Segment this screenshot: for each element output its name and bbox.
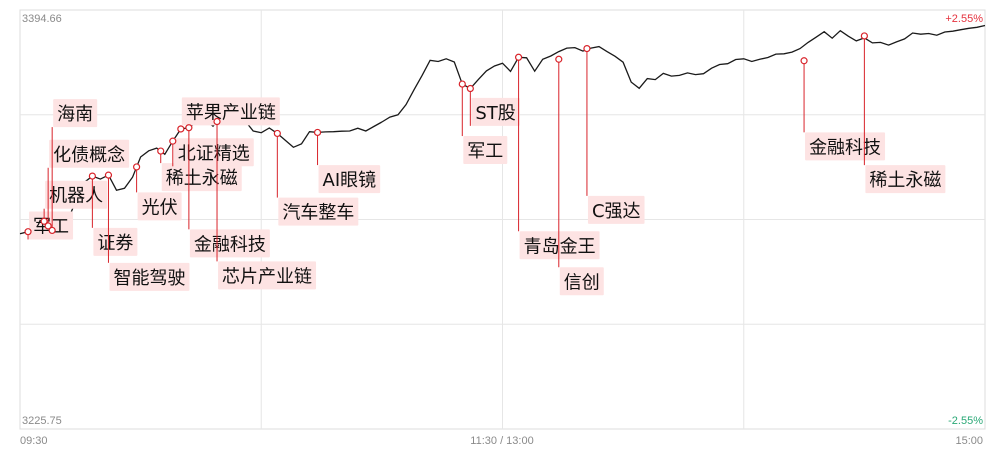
annotation-marker	[458, 80, 466, 88]
annotation-label: 机器人	[49, 186, 103, 207]
annotation-5: 智能驾驶	[104, 171, 190, 291]
annotation-marker	[273, 129, 281, 138]
annotation-8: 北证精选	[169, 137, 254, 167]
annotation-label: C强达	[592, 201, 641, 222]
annotation-15: 军工	[458, 80, 508, 165]
annotation-box	[49, 139, 130, 168]
annotation-label: 金融科技	[809, 137, 881, 158]
annotation-marker	[583, 44, 591, 53]
annotation-label: 北证精选	[178, 143, 250, 164]
annotation-box	[318, 165, 381, 194]
annotation-box	[218, 261, 317, 290]
annotation-2: 化债概念	[44, 139, 130, 230]
annotation-marker	[466, 84, 474, 93]
annotation-label: 稀土永磁	[166, 168, 238, 189]
annotation-18: C强达	[583, 44, 645, 224]
annotation-label: 芯片产业链	[222, 266, 312, 287]
annotation-marker	[169, 137, 177, 145]
annotation-1: 机器人	[40, 180, 108, 225]
pct-max-label: +2.55%	[945, 13, 983, 25]
annotation-label: 证券	[97, 233, 133, 254]
annotation-12: 汽车整车	[273, 129, 359, 226]
annotation-box	[109, 262, 190, 291]
y-max-label: 3394.66	[22, 13, 62, 25]
y-min-label: 3225.75	[22, 415, 62, 427]
annotation-label: 海南	[57, 104, 93, 125]
annotation-box	[161, 163, 242, 192]
annotation-6: 光伏	[133, 163, 182, 221]
annotation-marker	[313, 128, 322, 137]
x-tick-close: 15:00	[955, 435, 983, 447]
annotation-box	[45, 180, 108, 209]
annotation-box	[53, 99, 98, 128]
x-tick-midday: 11:30 / 13:00	[470, 435, 533, 447]
annotation-marker	[157, 147, 165, 155]
annotation-label: 青岛金王	[524, 236, 596, 257]
annotation-9: 苹果产业链	[177, 97, 280, 133]
pct-min-label: -2.55%	[948, 415, 983, 427]
annotation-box	[173, 138, 254, 167]
annotation-box	[189, 229, 270, 258]
annotation-label: 军工	[467, 141, 503, 162]
annotation-16: 青岛金王	[514, 53, 600, 260]
annotation-box	[463, 136, 508, 165]
annotation-box	[93, 227, 138, 256]
annotation-marker	[800, 57, 808, 65]
annotation-label: 光伏	[142, 197, 178, 218]
annotation-marker	[88, 172, 96, 180]
annotation-marker	[185, 124, 193, 132]
annotation-marker	[40, 217, 48, 225]
annotation-14: ST股	[466, 84, 520, 126]
annotation-marker	[48, 226, 56, 235]
annotation-label: 苹果产业链	[186, 102, 276, 123]
annotation-box	[471, 97, 520, 126]
annotation-box	[587, 195, 645, 224]
annotation-10: 金融科技	[185, 124, 270, 258]
axes: 3394.66 3225.75 +2.55% -2.55% 09:30 11:3…	[20, 13, 983, 447]
annotation-marker	[133, 163, 141, 171]
annotation-label: 金融科技	[194, 234, 266, 255]
annotation-box	[559, 267, 604, 296]
annotation-box	[278, 197, 359, 226]
annotation-box	[519, 231, 600, 260]
annotation-label: 智能驾驶	[113, 268, 185, 289]
annotation-label: AI眼镜	[323, 170, 377, 191]
annotation-20: 稀土永磁	[860, 32, 946, 194]
annotation-label: ST股	[475, 103, 515, 124]
annotation-7: 稀土永磁	[157, 147, 242, 192]
annotation-19: 金融科技	[800, 57, 886, 161]
annotation-marker	[177, 125, 185, 133]
annotation-marker	[104, 171, 113, 179]
annotation-label: 稀土永磁	[869, 170, 941, 191]
annotation-marker	[24, 228, 32, 236]
x-tick-open: 09:30	[20, 435, 48, 447]
annotation-label: 信创	[564, 272, 600, 293]
annotation-marker	[555, 55, 563, 63]
annotation-box	[181, 97, 280, 126]
annotation-box	[805, 132, 886, 161]
annotation-label: 汽车整车	[282, 203, 354, 224]
annotation-label: 化债概念	[53, 144, 125, 166]
annotation-marker	[44, 222, 52, 230]
annotation-box	[865, 165, 946, 194]
annotation-17: 信创	[555, 55, 604, 296]
annotation-4: 证券	[88, 172, 138, 256]
annotation-3: 海南	[48, 99, 98, 235]
annotation-11: 芯片产业链	[213, 117, 317, 290]
annotation-box	[137, 192, 182, 221]
annotation-marker	[514, 53, 523, 61]
annotation-13: AI眼镜	[313, 128, 381, 194]
annotation-marker	[860, 32, 868, 40]
annotation-marker	[213, 117, 221, 126]
